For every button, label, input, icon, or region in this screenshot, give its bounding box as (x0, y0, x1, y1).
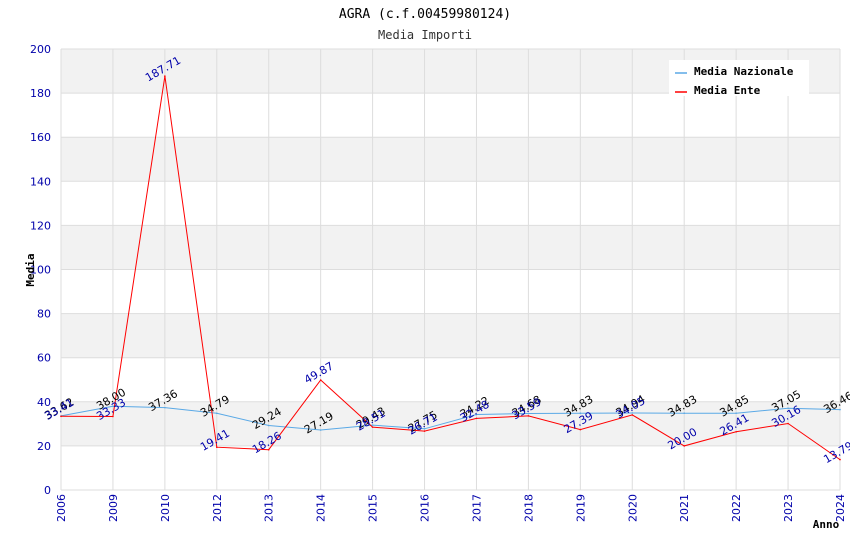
y-tick-label: 160 (30, 131, 51, 144)
data-point (631, 412, 634, 414)
plot-band (61, 137, 840, 182)
x-tick-label: 2014 (315, 494, 328, 522)
x-tick-label: 2009 (107, 494, 120, 522)
x-tick-label: 2013 (263, 494, 276, 522)
legend-label-media-ente: Media Ente (694, 84, 761, 97)
chart-title: AGRA (c.f.00459980124) (339, 7, 511, 22)
x-tick-label: 2023 (782, 494, 795, 522)
x-tick-label: 2018 (522, 494, 535, 522)
data-point (475, 417, 478, 420)
data-point (475, 413, 478, 416)
series-line-media-nazionale (60, 405, 841, 431)
plot-band (61, 313, 840, 358)
data-point (216, 446, 218, 449)
x-tick-label: 2006 (55, 494, 68, 522)
data-point (371, 424, 374, 426)
legend: Media Nazionale Media Ente (669, 60, 809, 97)
y-tick-label: 20 (37, 440, 51, 453)
data-point (371, 426, 374, 428)
plot-band (61, 225, 840, 270)
legend-box (669, 60, 809, 96)
data-point (579, 428, 582, 431)
series-line-media-ente (60, 76, 841, 461)
y-axis-label: Media (24, 253, 37, 286)
y-axis-ticks: 0 20 40 60 80 100 120 140 160 180 200 (30, 43, 51, 497)
y-tick-label: 100 (30, 264, 51, 277)
data-point (631, 414, 634, 416)
data-point (267, 448, 270, 451)
x-tick-label: 2022 (730, 494, 743, 522)
data-point (164, 75, 166, 77)
data-point (60, 415, 62, 418)
data-point (839, 458, 841, 461)
y-tick-label: 60 (37, 352, 51, 365)
data-point (683, 412, 685, 414)
data-point (423, 428, 426, 430)
series-lines (60, 75, 841, 461)
y-tick-label: 0 (44, 484, 51, 497)
data-point (267, 424, 270, 427)
y-tick-label: 180 (30, 87, 51, 100)
x-axis-label: Anno (813, 518, 840, 531)
y-tick-label: 200 (30, 43, 51, 56)
data-point (787, 422, 789, 425)
x-tick-label: 2024 (834, 494, 847, 522)
y-tick-label: 140 (30, 175, 51, 188)
x-tick-label: 2015 (367, 494, 380, 522)
x-axis-ticks: 2006 2009 2010 2012 2013 2014 2015 2016 2017 2018… (55, 494, 847, 522)
x-tick-label: 2012 (211, 494, 224, 522)
data-point (319, 429, 322, 431)
data-point (527, 412, 530, 415)
x-tick-label: 2016 (419, 494, 432, 522)
data-point (735, 412, 737, 414)
y-tick-label: 40 (37, 396, 51, 409)
data-point (112, 405, 114, 408)
y-tick-label: 120 (30, 219, 51, 232)
data-point (839, 408, 841, 411)
legend-label-media-nazionale: Media Nazionale (694, 65, 794, 78)
data-point (735, 430, 737, 433)
data-point (164, 406, 166, 409)
data-point (216, 412, 218, 415)
chart-subtitle: Media Importi (378, 28, 472, 42)
data-point (579, 412, 582, 414)
data-point (683, 445, 685, 447)
data-point (787, 407, 789, 410)
x-tick-label: 2017 (470, 494, 483, 522)
data-point (423, 430, 426, 432)
data-point (112, 415, 114, 418)
gridlines (60, 48, 841, 491)
x-tick-label: 2019 (574, 494, 587, 522)
x-tick-label: 2010 (159, 494, 172, 522)
data-point (527, 415, 530, 417)
x-tick-label: 2020 (626, 494, 639, 522)
y-tick-label: 80 (37, 308, 51, 321)
data-point (319, 379, 322, 381)
x-tick-label: 2021 (678, 494, 691, 522)
